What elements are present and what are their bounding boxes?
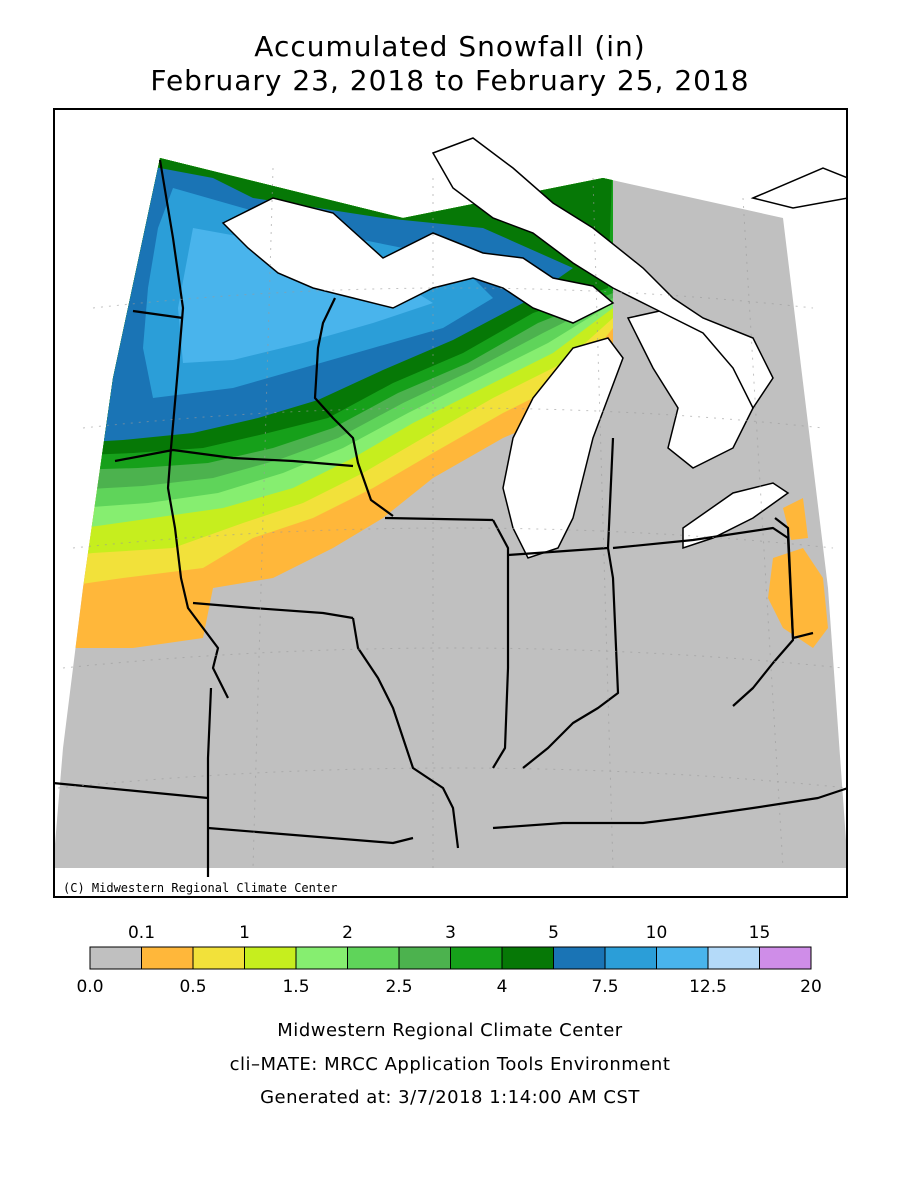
legend-bottom-label: 2.5 <box>385 977 412 997</box>
copyright-text: (C) Midwestern Regional Climate Center <box>63 881 338 895</box>
footer-generated: Generated at: 3/7/2018 1:14:00 AM CST <box>260 1087 640 1108</box>
lake-superior <box>221 197 615 324</box>
canada <box>431 137 774 410</box>
legend-bar: 0.1 1 2 3 5 10 15 0.0 0.5 1.5 2.5 4 7.5 12.5 20 <box>76 923 821 997</box>
snow-patch-ohio <box>768 548 828 648</box>
legend-swatch <box>759 946 812 970</box>
ky-border <box>492 786 848 830</box>
state-boundaries <box>53 159 848 898</box>
map-date-range: February 23, 2018 to February 25, 2018 <box>150 64 750 97</box>
legend-bottom-label: 1.5 <box>282 977 309 997</box>
great-lakes <box>221 167 848 559</box>
legend-bottom-label: 20 <box>800 977 822 997</box>
nd-mn-border <box>158 159 185 449</box>
lake-ontario <box>750 167 848 209</box>
legend-top-label: 5 <box>548 923 559 943</box>
snow-patch-pa <box>783 498 808 540</box>
legend-top-label: 3 <box>445 923 456 943</box>
ontario-land <box>431 137 774 410</box>
ia-il-border <box>166 447 229 699</box>
legend-swatch <box>501 946 554 970</box>
legend-swatch <box>141 946 194 970</box>
legend-swatch <box>656 946 709 970</box>
il-east <box>492 519 510 769</box>
graticule <box>57 167 848 869</box>
ks-ne-border <box>53 781 209 800</box>
legend-top-label: 15 <box>749 923 771 943</box>
footer-tool: cli–MATE: MRCC Application Tools Environ… <box>229 1054 671 1075</box>
ny-pa-border <box>774 517 814 640</box>
snowfall-map: (C) Midwestern Regional Climate Center <box>53 108 848 898</box>
legend-bottom-label: 4 <box>497 977 508 997</box>
legend-bottom-label: 0.5 <box>179 977 206 997</box>
mo-ks-border <box>206 687 213 898</box>
ia-mo-border <box>192 601 354 620</box>
legend-top-label: 2 <box>342 923 353 943</box>
legend-top-label: 10 <box>646 923 668 943</box>
mn-wi-border <box>313 297 394 517</box>
legend-swatch <box>244 946 297 970</box>
legend-swatch <box>553 946 606 970</box>
map-title: Accumulated Snowfall (in) <box>254 30 646 63</box>
legend-bottom-label: 7.5 <box>591 977 618 997</box>
wi-border <box>384 516 494 522</box>
copyright-bg <box>55 877 335 896</box>
sd-border <box>132 309 184 320</box>
mn-ia-border <box>114 448 354 468</box>
il-west <box>351 617 460 849</box>
legend-bottom-label: 0.0 <box>76 977 103 997</box>
legend-swatch <box>707 946 760 970</box>
ks-ok-border <box>207 826 414 845</box>
legend-swatch <box>398 946 451 970</box>
legend-swatch <box>450 946 503 970</box>
map-border <box>53 108 848 898</box>
footer-org: Midwestern Regional Climate Center <box>277 1020 623 1041</box>
snow-band-10 <box>178 228 433 363</box>
legend-top-label: 0.1 <box>128 923 155 943</box>
mi-border <box>606 437 615 549</box>
legend-swatch <box>604 946 657 970</box>
legend-swatch <box>89 946 142 970</box>
in-border <box>507 546 620 769</box>
legend-top-label: 1 <box>239 923 250 943</box>
legend-bottom-label: 12.5 <box>689 977 727 997</box>
lake-erie <box>682 482 790 550</box>
legend-swatch <box>192 946 245 970</box>
legend-swatch <box>295 946 348 970</box>
lake-michigan <box>502 337 624 559</box>
legend-swatch <box>347 946 400 970</box>
